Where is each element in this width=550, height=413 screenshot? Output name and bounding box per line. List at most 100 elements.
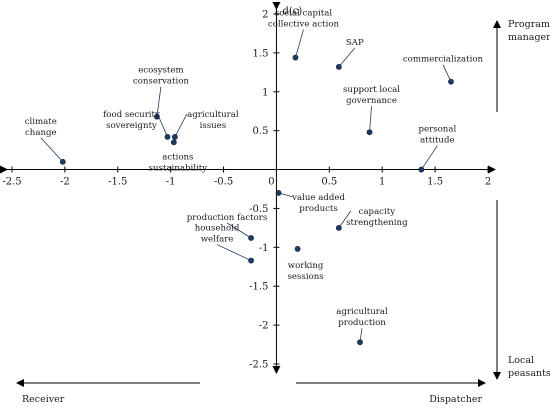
point-label-line: change (25, 128, 57, 138)
data-point-group: SAP (335, 38, 364, 70)
point-label-line: collective action (268, 20, 340, 30)
point-label-line: sovereignty (106, 121, 157, 131)
local-peasants-line: peasants (508, 368, 550, 379)
y-tick-label: -0.5 (249, 204, 268, 215)
dispatcher-label: Dispatcher (429, 394, 482, 405)
point-label-line: conservation (133, 77, 189, 87)
point-label-line: production factors (187, 213, 268, 223)
point-label-line: sustainability (149, 163, 208, 173)
point-label: household welfare (195, 224, 240, 245)
tick-marks: -2.5 -2 -1.5 -1 -0.5 0 0.5 1 1.5 2 2 1.5 1 0.5 -0.5 -1 -… (2, 10, 491, 371)
data-point-group: agricultural production (336, 307, 388, 346)
data-point (294, 245, 301, 252)
point-label: support local governance (343, 85, 400, 106)
label-leader-line (338, 210, 352, 229)
label-leader-line (295, 29, 304, 58)
local-peasants-label: Local peasants (508, 355, 550, 379)
x-tick-label: 1.5 (427, 177, 443, 188)
y-tick-label: 1 (262, 87, 268, 98)
label-leader-line (338, 47, 356, 68)
y-tick-label: -2.5 (249, 360, 268, 371)
program-managers-line: Program (508, 19, 550, 30)
point-label-line: ecosystem (138, 66, 183, 76)
point-label-line: social capital (275, 9, 333, 19)
x-tick-label: 0.5 (321, 177, 337, 188)
point-label-line: attitude (420, 136, 454, 146)
y-tick-label: 1.5 (253, 48, 269, 59)
point-label-line: food security (103, 110, 160, 120)
label-leader-line (359, 328, 363, 343)
point-label-line: governance (346, 96, 397, 106)
data-point-group: climate change (25, 117, 66, 165)
x-tick-label: -0.5 (214, 177, 233, 188)
point-label-line: capacity (359, 207, 396, 217)
data-point-group: capacity strengthening (335, 207, 408, 231)
point-label-line: production (338, 318, 386, 328)
label-leader-line (421, 145, 438, 170)
data-point-group: household welfare (195, 224, 254, 264)
point-label-line: agricultural (336, 307, 388, 317)
point-label: commercialization (403, 55, 484, 65)
point-label-line: strengthening (346, 218, 408, 228)
x-tick-label: -2.5 (2, 177, 21, 188)
point-label: capacity strengthening (346, 207, 408, 228)
label-leader-line (226, 222, 252, 239)
point-label: production factors (187, 213, 268, 223)
y-tick-label: 2 (262, 10, 268, 21)
point-label-line: personal (419, 125, 457, 135)
x-tick-label: -1 (166, 177, 176, 188)
x-tick-label: 2 (485, 177, 491, 188)
data-point-group: production factors (187, 213, 268, 241)
point-label-line: household (195, 224, 240, 234)
label-leader-line (216, 244, 252, 261)
point-label: social capital collective action (268, 9, 340, 30)
data-point-group: value added products (275, 189, 345, 214)
x-tick-label: -2 (60, 177, 70, 188)
label-leader-line (157, 113, 168, 138)
receiver-label: Receiver (22, 394, 65, 405)
point-label: SAP (346, 38, 364, 48)
data-point-group: agricultural issues (171, 110, 239, 140)
point-label-line: agricultural (187, 110, 239, 120)
data-points: climate change ecosystem conservation food s… (25, 9, 484, 346)
point-label: actions sustainability (149, 152, 208, 173)
y-tick-label: -2 (259, 321, 269, 332)
data-point-group: support local governance (343, 85, 400, 136)
data-point (171, 133, 178, 140)
x-tick-label: 0 (268, 177, 274, 188)
point-label-line: working (288, 261, 324, 271)
label-leader-line (156, 86, 162, 117)
point-label-line: issues (200, 121, 227, 131)
x-tick-label: -1.5 (108, 177, 127, 188)
data-point-group: actions sustainability (149, 139, 208, 173)
x-tick-label: 1 (379, 177, 385, 188)
point-label: agricultural issues (187, 110, 239, 131)
point-label-line: actions (162, 152, 193, 162)
y-axis-title: d(c) (282, 6, 302, 17)
point-label: climate change (25, 117, 57, 138)
data-point-group: commercialization (403, 55, 484, 85)
point-label-line: sessions (288, 272, 324, 282)
label-leader-line (442, 64, 452, 82)
point-label: agricultural production (336, 307, 388, 328)
y-tick-label: 0.5 (253, 126, 269, 137)
y-tick-label: -1 (259, 243, 269, 254)
point-label-line: climate (25, 117, 57, 127)
data-point-group: working sessions (288, 245, 324, 282)
program-managers-line: managers (508, 32, 550, 43)
point-label: value added products (291, 193, 345, 214)
point-label-line: support local (343, 85, 400, 95)
point-label-line: SAP (346, 38, 364, 48)
label-leader-line (40, 137, 64, 163)
local-peasants-line: Local (508, 355, 534, 366)
y-tick-label: -1.5 (249, 282, 268, 293)
program-managers-label: Program managers (508, 19, 550, 43)
data-point (170, 139, 177, 146)
label-leader-line (174, 113, 188, 138)
point-label: personal attitude (419, 125, 457, 146)
label-leader-line (369, 106, 372, 133)
axes: d(c) (0, 2, 496, 374)
point-label-line: welfare (201, 235, 234, 245)
